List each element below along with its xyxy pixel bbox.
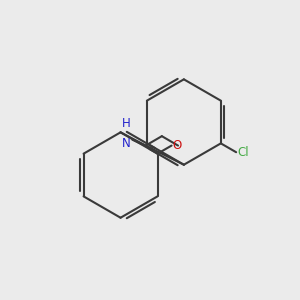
Text: Cl: Cl <box>238 146 249 159</box>
Text: O: O <box>173 139 182 152</box>
Text: N: N <box>122 137 131 150</box>
Text: H: H <box>122 117 131 130</box>
